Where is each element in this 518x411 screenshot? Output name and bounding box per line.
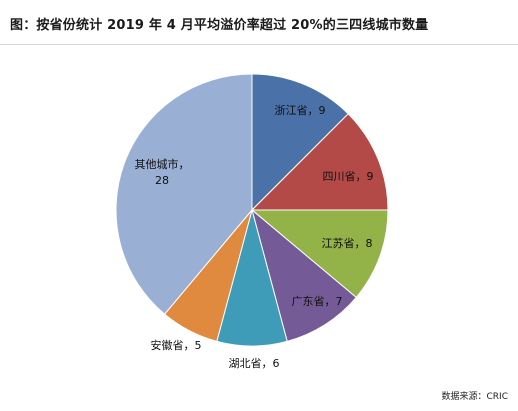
slice-label-other-name: 其他城市， bbox=[135, 157, 190, 171]
pie-slice-other bbox=[115, 73, 253, 315]
slice-label-guangdong: 广东省，7 bbox=[292, 295, 343, 308]
slice-labels: 浙江省，9 四川省，9 江苏省，8 广东省，7 湖北省，6 安徽省，5 其他城市… bbox=[135, 104, 374, 370]
slice-label-sichuan: 四川省，9 bbox=[323, 170, 374, 183]
chart-title: 图：按省份统计 2019 年 4 月平均溢价率超过 20%的三四线城市数量 bbox=[10, 18, 429, 33]
pie-slices bbox=[115, 73, 389, 347]
slice-label-anhui: 安徽省，5 bbox=[151, 338, 202, 352]
pie-slice-sichuan bbox=[250, 113, 389, 211]
slice-label-zhejiang: 浙江省，9 bbox=[275, 104, 326, 117]
title-divider bbox=[0, 44, 518, 45]
data-source: 数据来源：CRIC bbox=[441, 392, 508, 402]
slice-label-other-value: 28 bbox=[155, 174, 169, 187]
pie-slice-zhejiang bbox=[251, 73, 349, 212]
slice-label-jiangsu: 江苏省，8 bbox=[322, 237, 373, 250]
slice-label-hubei: 湖北省，6 bbox=[229, 357, 280, 370]
pie-slice-jiangsu bbox=[250, 209, 389, 299]
pie-slice-guangdong bbox=[251, 208, 357, 342]
